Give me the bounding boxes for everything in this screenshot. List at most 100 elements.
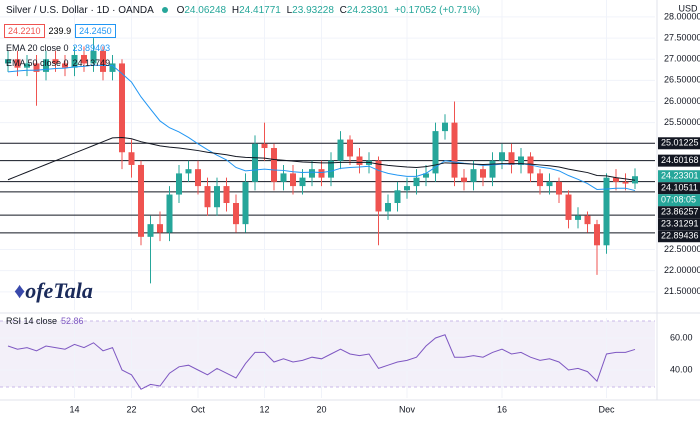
price-label-bg (658, 230, 700, 243)
candle-body (233, 203, 239, 225)
x-tick-label: 14 (69, 404, 79, 414)
candle-body (404, 186, 410, 191)
y-tick-label: 27.50000 (664, 32, 700, 42)
y-tick-label: 22.00000 (664, 265, 700, 275)
candle-body (337, 139, 344, 161)
legend-value: 52.86 (61, 316, 84, 326)
x-tick-label: 16 (497, 404, 507, 414)
candle-body (480, 169, 486, 178)
candle-body (356, 156, 363, 165)
x-tick-label: 20 (316, 404, 326, 414)
price-label: 23.86257 (661, 207, 699, 217)
y-tick-label: 21.50000 (664, 286, 700, 296)
price-label-bg (658, 137, 700, 150)
candle-body (508, 152, 515, 165)
legend-rsi: RSI 14 close 52.86 (6, 316, 84, 326)
x-tick-label: 22 (126, 404, 136, 414)
candle-body (613, 177, 619, 182)
ask-box[interactable]: 24.2450 (75, 24, 116, 38)
candle-body (518, 156, 524, 165)
legend-name: RSI 14 close (6, 316, 58, 326)
x-tick-label: 12 (259, 404, 269, 414)
candle-body (546, 181, 553, 187)
legend-name: EMA 20 close 0 (6, 43, 69, 53)
candle-body (109, 63, 116, 72)
status-dot (161, 7, 168, 13)
candle-body (71, 54, 78, 68)
y-tick-label: 26.50000 (664, 75, 700, 85)
high-value: 24.41771 (239, 5, 281, 16)
price-label-bg (658, 170, 700, 183)
candle-body (62, 63, 68, 68)
candle-body (318, 169, 325, 178)
candle-body (461, 177, 467, 182)
candle-body (309, 169, 315, 178)
candle-body (43, 59, 49, 72)
candle-body (261, 143, 268, 149)
candle-body (565, 194, 572, 220)
candle-body (24, 63, 30, 68)
candle-body (489, 160, 496, 178)
candle-body (470, 169, 477, 182)
candle-body (100, 50, 106, 72)
quote-boxes: 24.2210 239.9 24.2450 (4, 24, 116, 38)
candle-body (451, 122, 458, 178)
candle-body (90, 50, 97, 64)
rsi-line (7, 334, 636, 390)
price-label: 24.60168 (661, 155, 699, 165)
candle-body (166, 194, 173, 233)
legend-ema20: EMA 20 close 0 23.89403 (6, 43, 110, 53)
candle-body (223, 186, 230, 204)
candle-body (394, 190, 401, 204)
y-tick-label: 25.50000 (664, 117, 700, 127)
low-value: 23.93228 (292, 5, 334, 16)
x-tick-label: Oct (191, 404, 206, 414)
ohlc-prefix: L (286, 5, 293, 16)
candle-body (157, 224, 163, 233)
y-tick-label: 22.50000 (664, 244, 700, 254)
candle-body (556, 181, 562, 195)
candle-body (147, 224, 154, 237)
price-label-bg (658, 194, 700, 207)
price-label-bg (658, 218, 700, 231)
watermark-icon: ♦ (14, 278, 26, 303)
candle-body (128, 152, 135, 165)
candle-body (81, 54, 87, 64)
x-tick-label: Nov (399, 404, 416, 414)
candle-body (328, 160, 334, 178)
price-label-bg (658, 182, 700, 195)
close-value: 24.23301 (346, 5, 389, 16)
change-value: +0.17052 (+0.71%) (394, 5, 481, 16)
ema-line (7, 64, 636, 192)
candle-body (214, 186, 220, 208)
candle-body (442, 122, 448, 132)
candle-body (584, 215, 591, 225)
candle-body (138, 164, 144, 237)
currency-label: USD (678, 3, 698, 13)
watermark-text: ofeTala (25, 278, 93, 303)
price-label: 23.31291 (661, 219, 699, 229)
candle-body (242, 181, 249, 225)
candle-body (537, 173, 543, 187)
watermark: ♦ofeTala (14, 278, 93, 304)
price-label-bg (658, 154, 700, 167)
bid-box[interactable]: 24.2210 (4, 24, 45, 38)
legend-value: 24.13749 (72, 58, 111, 68)
candle-body (14, 59, 21, 68)
candle-body (290, 173, 296, 187)
rsi-band (0, 321, 655, 387)
candle-body (423, 173, 429, 178)
candle-body (5, 59, 11, 64)
y-tick-label: 26.00000 (664, 96, 700, 106)
ohlc-prefix: O (176, 5, 185, 16)
candle-body (176, 173, 182, 195)
candle-body (347, 139, 353, 157)
symbol-title: Silver / U.S. Dollar · 1D · OANDA (6, 5, 154, 16)
candle-body (432, 131, 439, 174)
price-label-bg (658, 206, 700, 219)
legend-value: 23.89403 (72, 43, 111, 53)
legend-name: EMA 50 close 0 (6, 58, 69, 68)
candle-body (299, 177, 306, 187)
candle-body (119, 63, 125, 153)
open-value: 24.06248 (184, 5, 227, 16)
